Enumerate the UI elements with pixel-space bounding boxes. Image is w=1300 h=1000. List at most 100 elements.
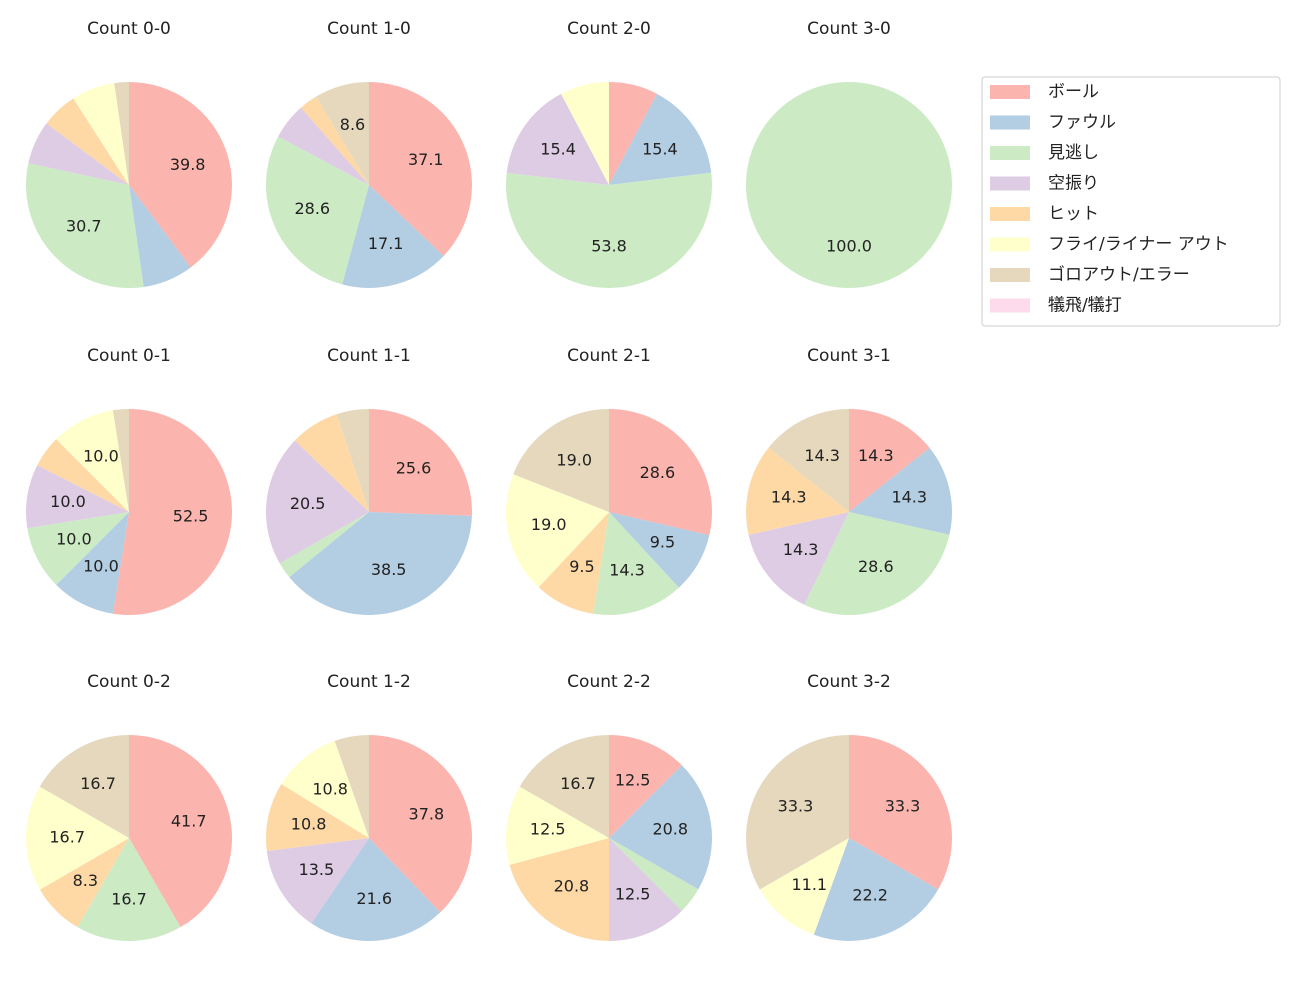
pie-slice: [289, 512, 472, 616]
legend-swatch: [990, 298, 1030, 313]
data-label: 14.3: [771, 488, 807, 507]
pie-slice: [77, 838, 181, 941]
pie-slice: [342, 185, 444, 288]
pie-slice: [266, 783, 369, 852]
pie-slice: [37, 439, 129, 512]
data-label: 8.6: [340, 115, 365, 134]
legend-label: 見逃し: [1048, 143, 1099, 163]
pie-slice: [112, 409, 129, 512]
pie-slice: [609, 82, 657, 185]
data-label: 21.6: [356, 889, 392, 908]
legend-swatch: [990, 207, 1030, 221]
data-label: 12.5: [615, 885, 651, 904]
pie-slice: [509, 838, 609, 941]
pie-slice: [746, 447, 849, 535]
pie-slice: [266, 136, 369, 285]
pie-slice: [804, 512, 950, 615]
pie-slice: [334, 735, 369, 838]
data-label: 10.8: [291, 814, 327, 833]
chart-title: Count 1-2: [327, 672, 411, 692]
pie-slice: [506, 93, 609, 185]
pie-slice: [112, 409, 233, 615]
pie-slice: [748, 512, 849, 605]
legend-swatch: [990, 115, 1030, 130]
pie-slice: [849, 447, 952, 535]
pie-slice: [300, 96, 369, 185]
pie-slice: [746, 82, 952, 288]
pie-slice: [129, 185, 191, 287]
pie-slice: [609, 838, 682, 941]
pie-slice: [56, 512, 130, 614]
pie-slice: [849, 735, 952, 890]
chart-title: Count 1-1: [327, 346, 411, 366]
data-label: 10.0: [50, 492, 86, 511]
pie-slice: [609, 409, 713, 536]
legend-label: 空振り: [1048, 174, 1099, 194]
legend-label: フライ/ライナー アウト: [1048, 235, 1229, 255]
pie-slice: [316, 82, 369, 185]
pie-slice: [27, 512, 130, 585]
pie-slice: [56, 410, 130, 512]
pie-slice: [129, 82, 233, 268]
data-label: 8.3: [73, 871, 98, 890]
pie-slice: [39, 838, 129, 928]
pie-slice: [294, 414, 369, 512]
legend-swatch: [990, 146, 1030, 160]
data-label: 53.8: [591, 236, 627, 255]
data-label: 19.0: [531, 515, 567, 534]
data-label: 20.8: [554, 877, 590, 896]
data-label: 38.5: [371, 560, 407, 579]
data-label: 25.6: [396, 459, 432, 478]
pie-slice: [506, 172, 712, 288]
data-label: 15.4: [540, 139, 576, 158]
chart-title: Count 2-2: [567, 672, 651, 692]
legend-swatch: [990, 268, 1030, 282]
chart-title: Count 1-0: [327, 19, 411, 39]
pie-slice: [506, 786, 609, 865]
data-label: 33.3: [885, 797, 921, 816]
pie-slice: [745, 735, 849, 890]
pie-slice: [609, 838, 699, 911]
legend-box: [981, 76, 1281, 327]
pie-slice: [593, 512, 679, 615]
pie-slice: [538, 512, 609, 614]
data-label: 12.5: [530, 820, 566, 839]
pie-slice: [281, 740, 369, 838]
pie-slice: [39, 735, 129, 838]
data-label: 41.7: [171, 811, 207, 830]
data-label: 28.6: [858, 557, 894, 576]
data-label: 9.5: [569, 557, 594, 576]
data-label: 14.3: [891, 488, 927, 507]
data-label: 13.5: [299, 860, 335, 879]
data-label: 15.4: [642, 139, 678, 158]
data-label: 14.3: [609, 561, 645, 580]
pie-slice: [266, 838, 369, 924]
pie-slice: [28, 123, 129, 185]
legend-label: ファウル: [1048, 113, 1116, 133]
data-label: 10.0: [83, 446, 119, 465]
chart-title: Count 3-1: [807, 346, 891, 366]
pie-slice: [336, 409, 369, 512]
pie-slice: [73, 83, 129, 185]
data-label: 30.7: [66, 217, 102, 236]
data-label: 37.1: [408, 150, 444, 169]
pie-slice: [609, 512, 710, 588]
legend-swatch: [990, 176, 1030, 191]
pie-slice: [768, 409, 849, 512]
legend-label: ゴロアウト/エラー: [1048, 264, 1190, 285]
data-label: 16.7: [560, 774, 596, 793]
pie-slice: [759, 838, 849, 935]
pie-slice: [114, 82, 129, 185]
data-label: 52.5: [173, 506, 209, 525]
pie-slice: [311, 838, 441, 941]
data-label: 37.8: [409, 804, 445, 823]
chart-title: Count 0-0: [87, 19, 171, 39]
data-label: 9.5: [650, 533, 675, 552]
pie-slice: [369, 409, 473, 516]
data-label: 10.0: [56, 530, 92, 549]
data-label: 14.3: [783, 540, 819, 559]
data-label: 12.5: [615, 770, 651, 789]
data-label: 11.1: [791, 875, 827, 894]
data-label: 14.3: [858, 446, 894, 465]
data-label: 10.0: [83, 557, 119, 576]
